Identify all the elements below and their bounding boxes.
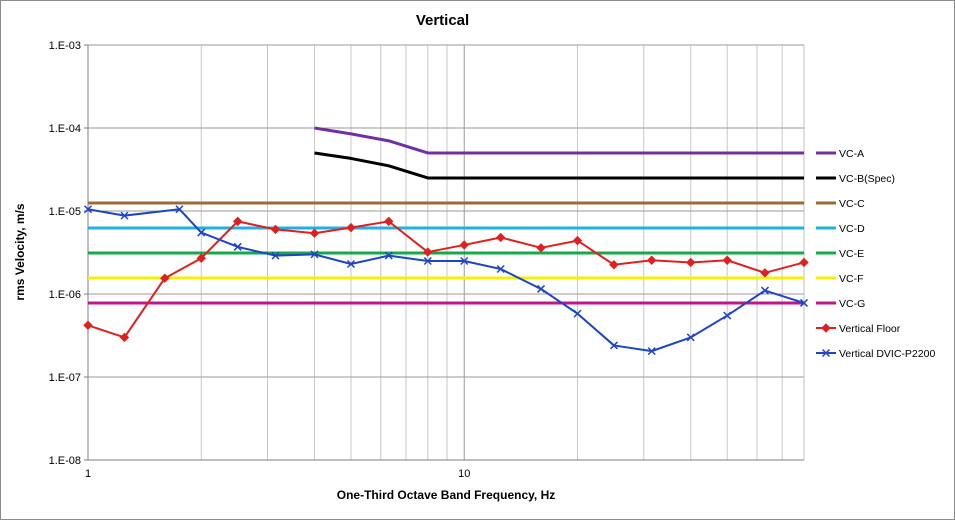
legend-label: Vertical Floor bbox=[839, 323, 901, 335]
data-point bbox=[799, 257, 809, 268]
legend-label: VC-E bbox=[839, 248, 864, 260]
data-point bbox=[233, 242, 242, 251]
series-line bbox=[87, 208, 805, 353]
data-point bbox=[423, 247, 433, 257]
data-point bbox=[760, 286, 769, 295]
data-point bbox=[495, 232, 506, 243]
x-tick-label: 1 bbox=[85, 468, 91, 480]
data-point bbox=[233, 216, 243, 227]
data-point bbox=[686, 257, 696, 268]
data-point bbox=[722, 255, 732, 265]
x-axis-label: One-Third Octave Band Frequency, Hz bbox=[336, 488, 556, 502]
data-point bbox=[310, 250, 319, 259]
data-point bbox=[384, 251, 393, 260]
data-point bbox=[496, 264, 505, 274]
data-point bbox=[175, 205, 184, 214]
x-tick-label: 10 bbox=[458, 468, 470, 480]
data-point bbox=[799, 298, 809, 307]
data-point bbox=[83, 205, 93, 214]
legend-label: VC-C bbox=[839, 198, 865, 210]
data-point bbox=[609, 260, 619, 270]
series-line bbox=[314, 126, 804, 155]
data-point bbox=[536, 284, 546, 293]
y-tick-label: 1.E-04 bbox=[49, 123, 81, 135]
data-point bbox=[346, 222, 356, 233]
data-point bbox=[821, 323, 831, 333]
data-point bbox=[271, 251, 280, 260]
data-point bbox=[120, 211, 129, 220]
data-point bbox=[609, 341, 618, 350]
series-line bbox=[314, 151, 804, 180]
data-point bbox=[309, 228, 320, 238]
series-line bbox=[87, 220, 805, 339]
legend-label: VC-F bbox=[839, 273, 864, 285]
data-point bbox=[573, 309, 582, 318]
data-point bbox=[460, 256, 469, 266]
chart-title: Vertical bbox=[415, 12, 470, 29]
legend-label: VC-D bbox=[839, 223, 865, 235]
data-point bbox=[384, 216, 394, 227]
data-point bbox=[83, 320, 93, 330]
legend-label: Vertical DVIC-P2200 bbox=[839, 348, 935, 360]
y-tick-label: 1.E-07 bbox=[49, 372, 81, 384]
legend-label: VC-A bbox=[839, 148, 864, 160]
data-point bbox=[196, 253, 206, 263]
data-point bbox=[270, 224, 281, 235]
data-point bbox=[723, 311, 732, 320]
y-tick-label: 1.E-06 bbox=[49, 289, 81, 301]
data-point bbox=[647, 255, 657, 265]
data-point bbox=[346, 259, 356, 269]
data-point bbox=[821, 348, 831, 358]
data-point bbox=[686, 333, 695, 342]
data-point bbox=[423, 256, 432, 266]
legend-label: VC-G bbox=[839, 298, 865, 310]
y-tick-label: 1.E-03 bbox=[49, 40, 81, 52]
legend-label: VC-B(Spec) bbox=[839, 173, 895, 185]
data-point bbox=[459, 240, 469, 250]
data-point bbox=[197, 228, 206, 237]
data-point bbox=[647, 347, 656, 356]
data-point bbox=[760, 268, 770, 278]
data-point bbox=[572, 235, 583, 246]
data-point bbox=[160, 273, 170, 283]
data-point bbox=[119, 332, 130, 343]
y-tick-label: 1.E-05 bbox=[49, 206, 81, 218]
data-point bbox=[536, 243, 546, 253]
y-tick-label: 1.E-08 bbox=[49, 455, 81, 467]
